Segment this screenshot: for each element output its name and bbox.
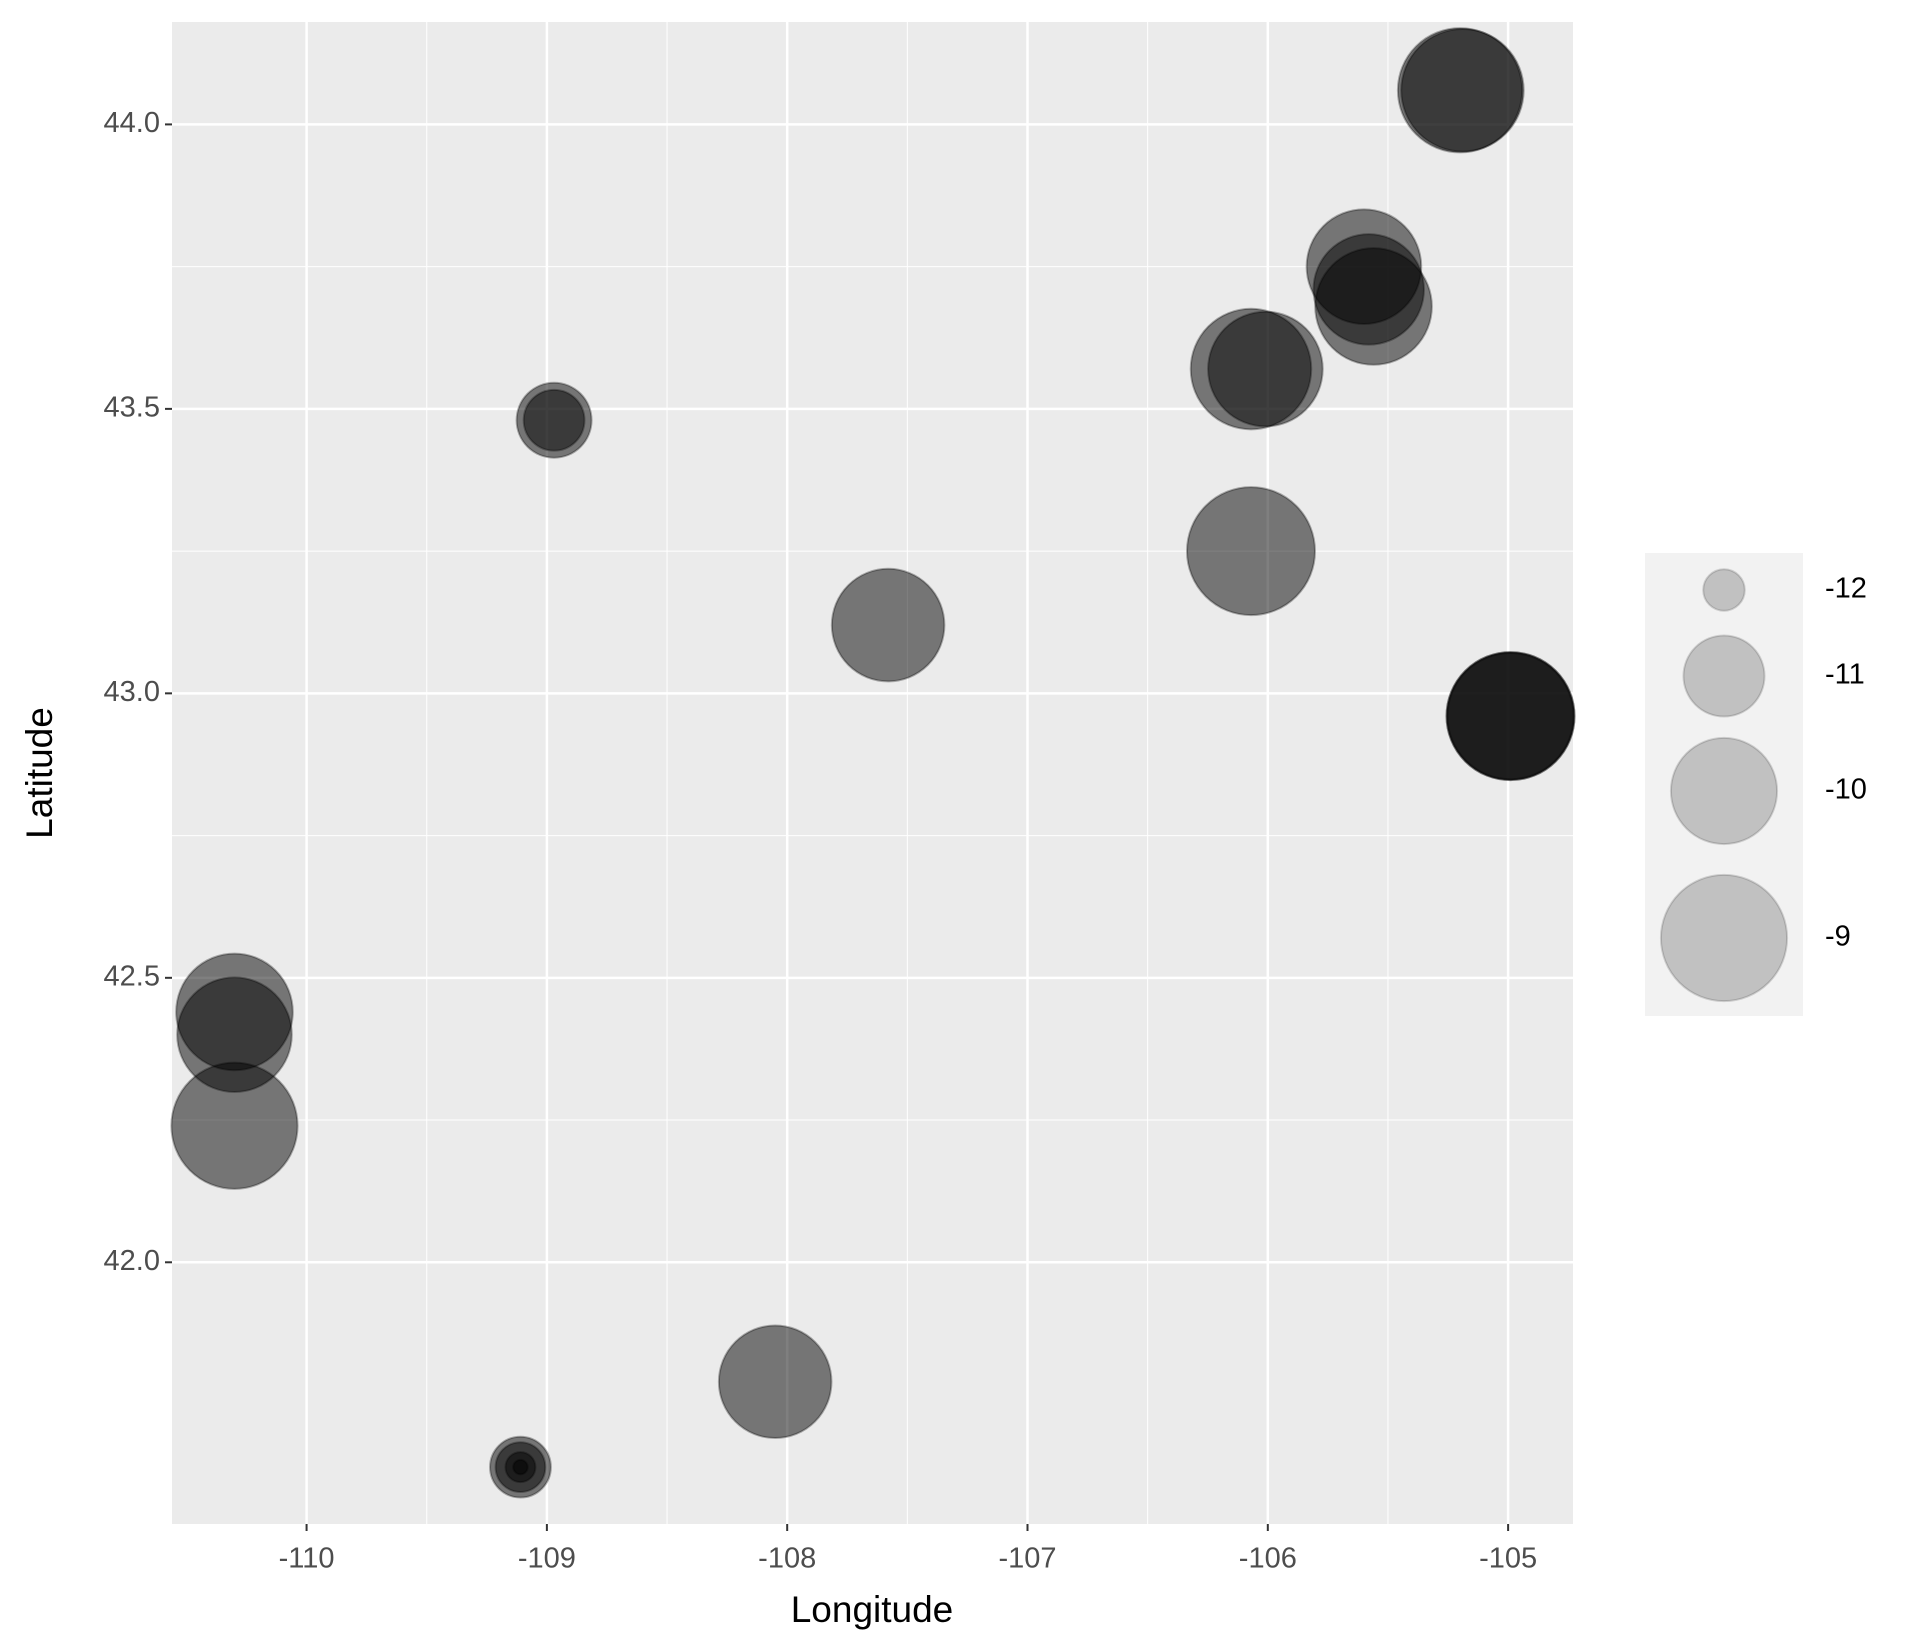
legend-label: -10 [1825,774,1867,806]
y-tick-label: 44.0 [104,107,160,139]
legend-label: -12 [1825,573,1867,605]
bubble [1446,652,1575,781]
legend-key [1669,736,1779,846]
y-axis-title: Latitude [19,707,60,839]
bubble [830,567,946,683]
x-tick-label: -107 [998,1543,1056,1575]
x-tick-label: -106 [1239,1543,1297,1575]
x-tick-label: -105 [1479,1543,1537,1575]
bubble [1185,486,1316,617]
bubble [717,1324,833,1440]
y-tick-label: 42.0 [104,1245,160,1277]
x-tick-label: -108 [758,1543,816,1575]
legend-key [1659,873,1789,1003]
legend-key [1702,568,1746,612]
y-tick-label: 43.0 [104,676,160,708]
y-tick-label: 42.5 [104,960,160,992]
bubble [1207,310,1324,428]
bubble [512,1458,529,1476]
bubble [170,1061,299,1190]
y-tick-label: 43.5 [104,392,160,424]
bubble [1400,28,1525,153]
bubble [522,388,586,452]
x-axis-title: Longitude [791,1589,954,1630]
x-tick-label: -109 [518,1543,576,1575]
bubble [1312,233,1425,346]
legend-key [1682,634,1766,718]
legend-label: -11 [1825,659,1865,691]
x-tick-label: -110 [279,1543,335,1575]
legend-label: -9 [1825,921,1851,953]
legend-box [1645,553,1803,1016]
